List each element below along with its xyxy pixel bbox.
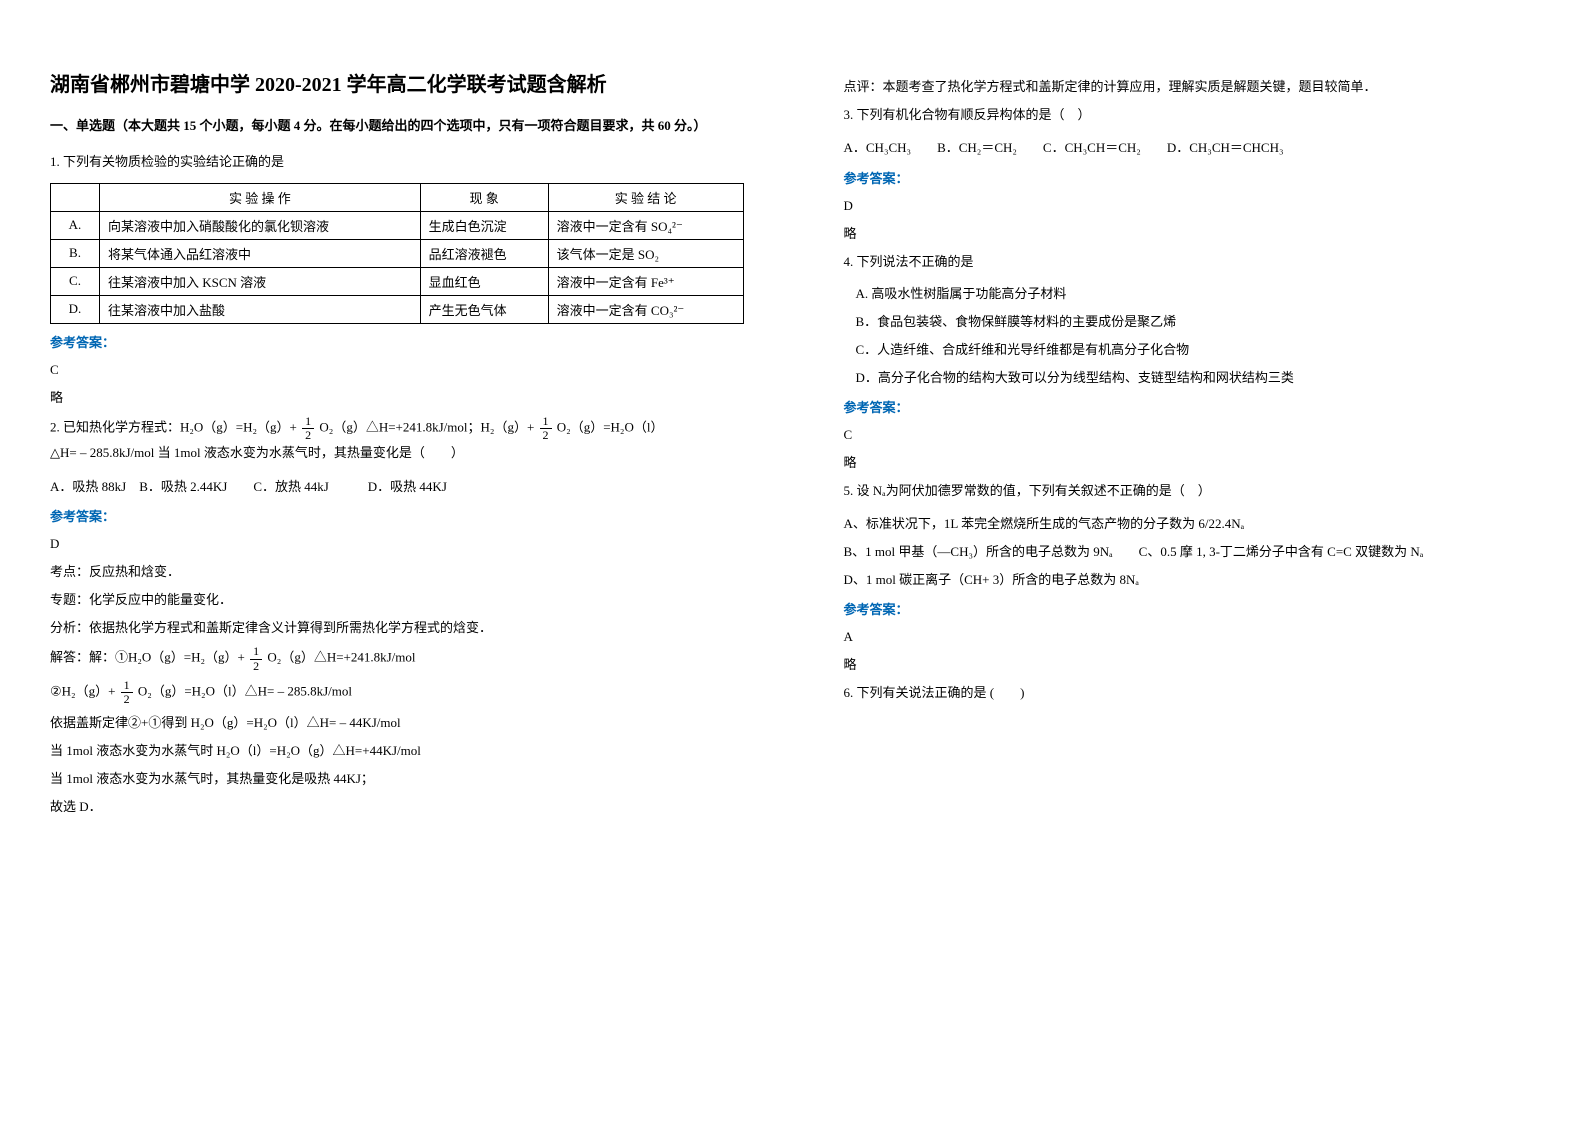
q4-answer-label: 参考答案：: [844, 397, 1538, 416]
q2-exp1: 考点：反应热和焓变．: [50, 561, 744, 583]
row-d-ph: 产生无色气体: [420, 295, 548, 323]
q3-brief: 略: [844, 223, 1538, 245]
table-row: B. 将某气体通入品红溶液中 品红溶液褪色 该气体一定是 SO₂: [51, 239, 744, 267]
q4-optB: B．食品包装袋、食物保鲜膜等材料的主要成份是聚乙烯: [844, 311, 1538, 333]
fraction-half: 12: [121, 679, 133, 706]
q3-stem: 3. 下列有机化合物有顺反异构体的是（ ）: [844, 104, 1538, 126]
q5-answer: A: [844, 626, 1538, 648]
row-c-label: C.: [51, 267, 100, 295]
th-phenomenon: 现 象: [420, 183, 548, 211]
q5-brief: 略: [844, 654, 1538, 676]
exam-title: 湖南省郴州市碧塘中学 2020-2021 学年高二化学联考试题含解析: [50, 70, 744, 100]
q1-table: 实 验 操 作 现 象 实 验 结 论 A. 向某溶液中加入硝酸酸化的氯化钡溶液…: [50, 183, 744, 324]
row-a-op: 向某溶液中加入硝酸酸化的氯化钡溶液: [100, 211, 421, 239]
q2-exp5-pre: ②H₂（g）+: [50, 683, 115, 698]
row-b-ph: 品红溶液褪色: [420, 239, 548, 267]
q2-exp5: ②H₂（g）+ 12 O₂（g）=H₂O（l）△H= – 285.8kJ/mol: [50, 679, 744, 706]
q2-exp9: 故选 D．: [50, 796, 744, 818]
q2-exp4: 解答：解：①H₂O（g）=H₂（g）+ 12 O₂（g）△H=+241.8kJ/…: [50, 645, 744, 672]
q5-stem: 5. 设 Nₐ为阿伏加德罗常数的值，下列有关叙述不正确的是（ ）: [844, 480, 1538, 502]
right-column: 点评：本题考查了热化学方程式和盖斯定律的计算应用，理解实质是解题关键，题目较简单…: [794, 0, 1587, 1122]
q1-answer-label: 参考答案：: [50, 332, 744, 351]
row-a-label: A.: [51, 211, 100, 239]
th-operation: 实 验 操 作: [100, 183, 421, 211]
q3-answer: D: [844, 195, 1538, 217]
table-row: D. 往某溶液中加入盐酸 产生无色气体 溶液中一定含有 CO₃²⁻: [51, 295, 744, 323]
q1-brief: 略: [50, 387, 744, 409]
q2-exp7: 当 1mol 液态水变为水蒸气时 H₂O（l）=H₂O（g）△H=+44KJ/m…: [50, 740, 744, 762]
q4-brief: 略: [844, 452, 1538, 474]
row-a-con: 溶液中一定含有 SO₄²⁻: [548, 211, 743, 239]
row-c-con: 溶液中一定含有 Fe³⁺: [548, 267, 743, 295]
q5-optD: D、1 mol 碳正离子（CH+ 3）所含的电子总数为 8Nₐ: [844, 569, 1538, 591]
row-c-op: 往某溶液中加入 KSCN 溶液: [100, 267, 421, 295]
q2-exp6: 依据盖斯定律②+①得到 H₂O（g）=H₂O（l）△H= – 44KJ/mol: [50, 712, 744, 734]
q5-optB: B、1 mol 甲基（—CH₃）所含的电子总数为 9Nₐ C、0.5 摩 1, …: [844, 541, 1538, 563]
q2-exp4-pre: 解答：解：①H₂O（g）=H₂（g）+: [50, 650, 245, 665]
q2-exp2: 专题：化学反应中的能量变化．: [50, 589, 744, 611]
row-d-label: D.: [51, 295, 100, 323]
section-instruction: 一、单选题（本大题共 15 个小题，每小题 4 分。在每小题给出的四个选项中，只…: [50, 116, 744, 137]
q1-stem: 1. 下列有关物质检验的实验结论正确的是: [50, 151, 744, 173]
q2-exp5-post: O₂（g）=H₂O（l）△H= – 285.8kJ/mol: [138, 683, 352, 698]
th-blank: [51, 183, 100, 211]
q5-answer-label: 参考答案：: [844, 599, 1538, 618]
table-row: C. 往某溶液中加入 KSCN 溶液 显血红色 溶液中一定含有 Fe³⁺: [51, 267, 744, 295]
q5-optA: A、标准状况下，1L 苯完全燃烧所生成的气态产物的分子数为 6/22.4Nₐ: [844, 513, 1538, 535]
fraction-half: 12: [250, 645, 262, 672]
q4-stem: 4. 下列说法不正确的是: [844, 251, 1538, 273]
row-b-con: 该气体一定是 SO₂: [548, 239, 743, 267]
q4-optA: A. 高吸水性树脂属于功能高分子材料: [844, 283, 1538, 305]
row-c-ph: 显血红色: [420, 267, 548, 295]
fraction-half: 12: [540, 415, 552, 442]
q2-exp4-post: O₂（g）△H=+241.8kJ/mol: [267, 650, 415, 665]
q3-options: A．CH₃CH₃ B．CH₂＝CH₂ C．CH₃CH＝CH₂ D．CH₃CH＝C…: [844, 136, 1538, 159]
row-b-label: B.: [51, 239, 100, 267]
q4-optC: C．人造纤维、合成纤维和光导纤维都是有机高分子化合物: [844, 339, 1538, 361]
q2-answer-label: 参考答案：: [50, 506, 744, 525]
th-conclusion: 实 验 结 论: [548, 183, 743, 211]
left-column: 湖南省郴州市碧塘中学 2020-2021 学年高二化学联考试题含解析 一、单选题…: [0, 0, 794, 1122]
row-a-ph: 生成白色沉淀: [420, 211, 548, 239]
q1-answer: C: [50, 359, 744, 381]
table-header-row: 实 验 操 作 现 象 实 验 结 论: [51, 183, 744, 211]
q2-comment: 点评：本题考查了热化学方程式和盖斯定律的计算应用，理解实质是解题关键，题目较简单…: [844, 76, 1538, 98]
q2-exp3: 分析：依据热化学方程式和盖斯定律含义计算得到所需热化学方程式的焓变．: [50, 617, 744, 639]
row-d-op: 往某溶液中加入盐酸: [100, 295, 421, 323]
q6-stem: 6. 下列有关说法正确的是 ( ): [844, 682, 1538, 704]
row-b-op: 将某气体通入品红溶液中: [100, 239, 421, 267]
q3-answer-label: 参考答案：: [844, 168, 1538, 187]
table-row: A. 向某溶液中加入硝酸酸化的氯化钡溶液 生成白色沉淀 溶液中一定含有 SO₄²…: [51, 211, 744, 239]
q4-optD: D．高分子化合物的结构大致可以分为线型结构、支链型结构和网状结构三类: [844, 367, 1538, 389]
q2-options: A．吸热 88kJ B．吸热 2.44KJ C．放热 44kJ D．吸热 44K…: [50, 475, 744, 498]
q2-stem-mid: O₂（g）△H=+241.8kJ/mol；H₂（g）+: [319, 420, 534, 435]
row-d-con: 溶液中一定含有 CO₃²⁻: [548, 295, 743, 323]
q2-answer: D: [50, 533, 744, 555]
q2-stem-pre: 2. 已知热化学方程式：H₂O（g）=H₂（g）+: [50, 420, 297, 435]
q2-stem: 2. 已知热化学方程式：H₂O（g）=H₂（g）+ 12 O₂（g）△H=+24…: [50, 415, 744, 464]
q2-stem-post: O₂（g）=H₂O（l）: [557, 420, 664, 435]
fraction-half: 12: [302, 415, 314, 442]
q2-exp8: 当 1mol 液态水变为水蒸气时，其热量变化是吸热 44KJ；: [50, 768, 744, 790]
q2-stem-line2: △H= – 285.8kJ/mol 当 1mol 液态水变为水蒸气时，其热量变化…: [50, 445, 464, 460]
q4-answer: C: [844, 424, 1538, 446]
